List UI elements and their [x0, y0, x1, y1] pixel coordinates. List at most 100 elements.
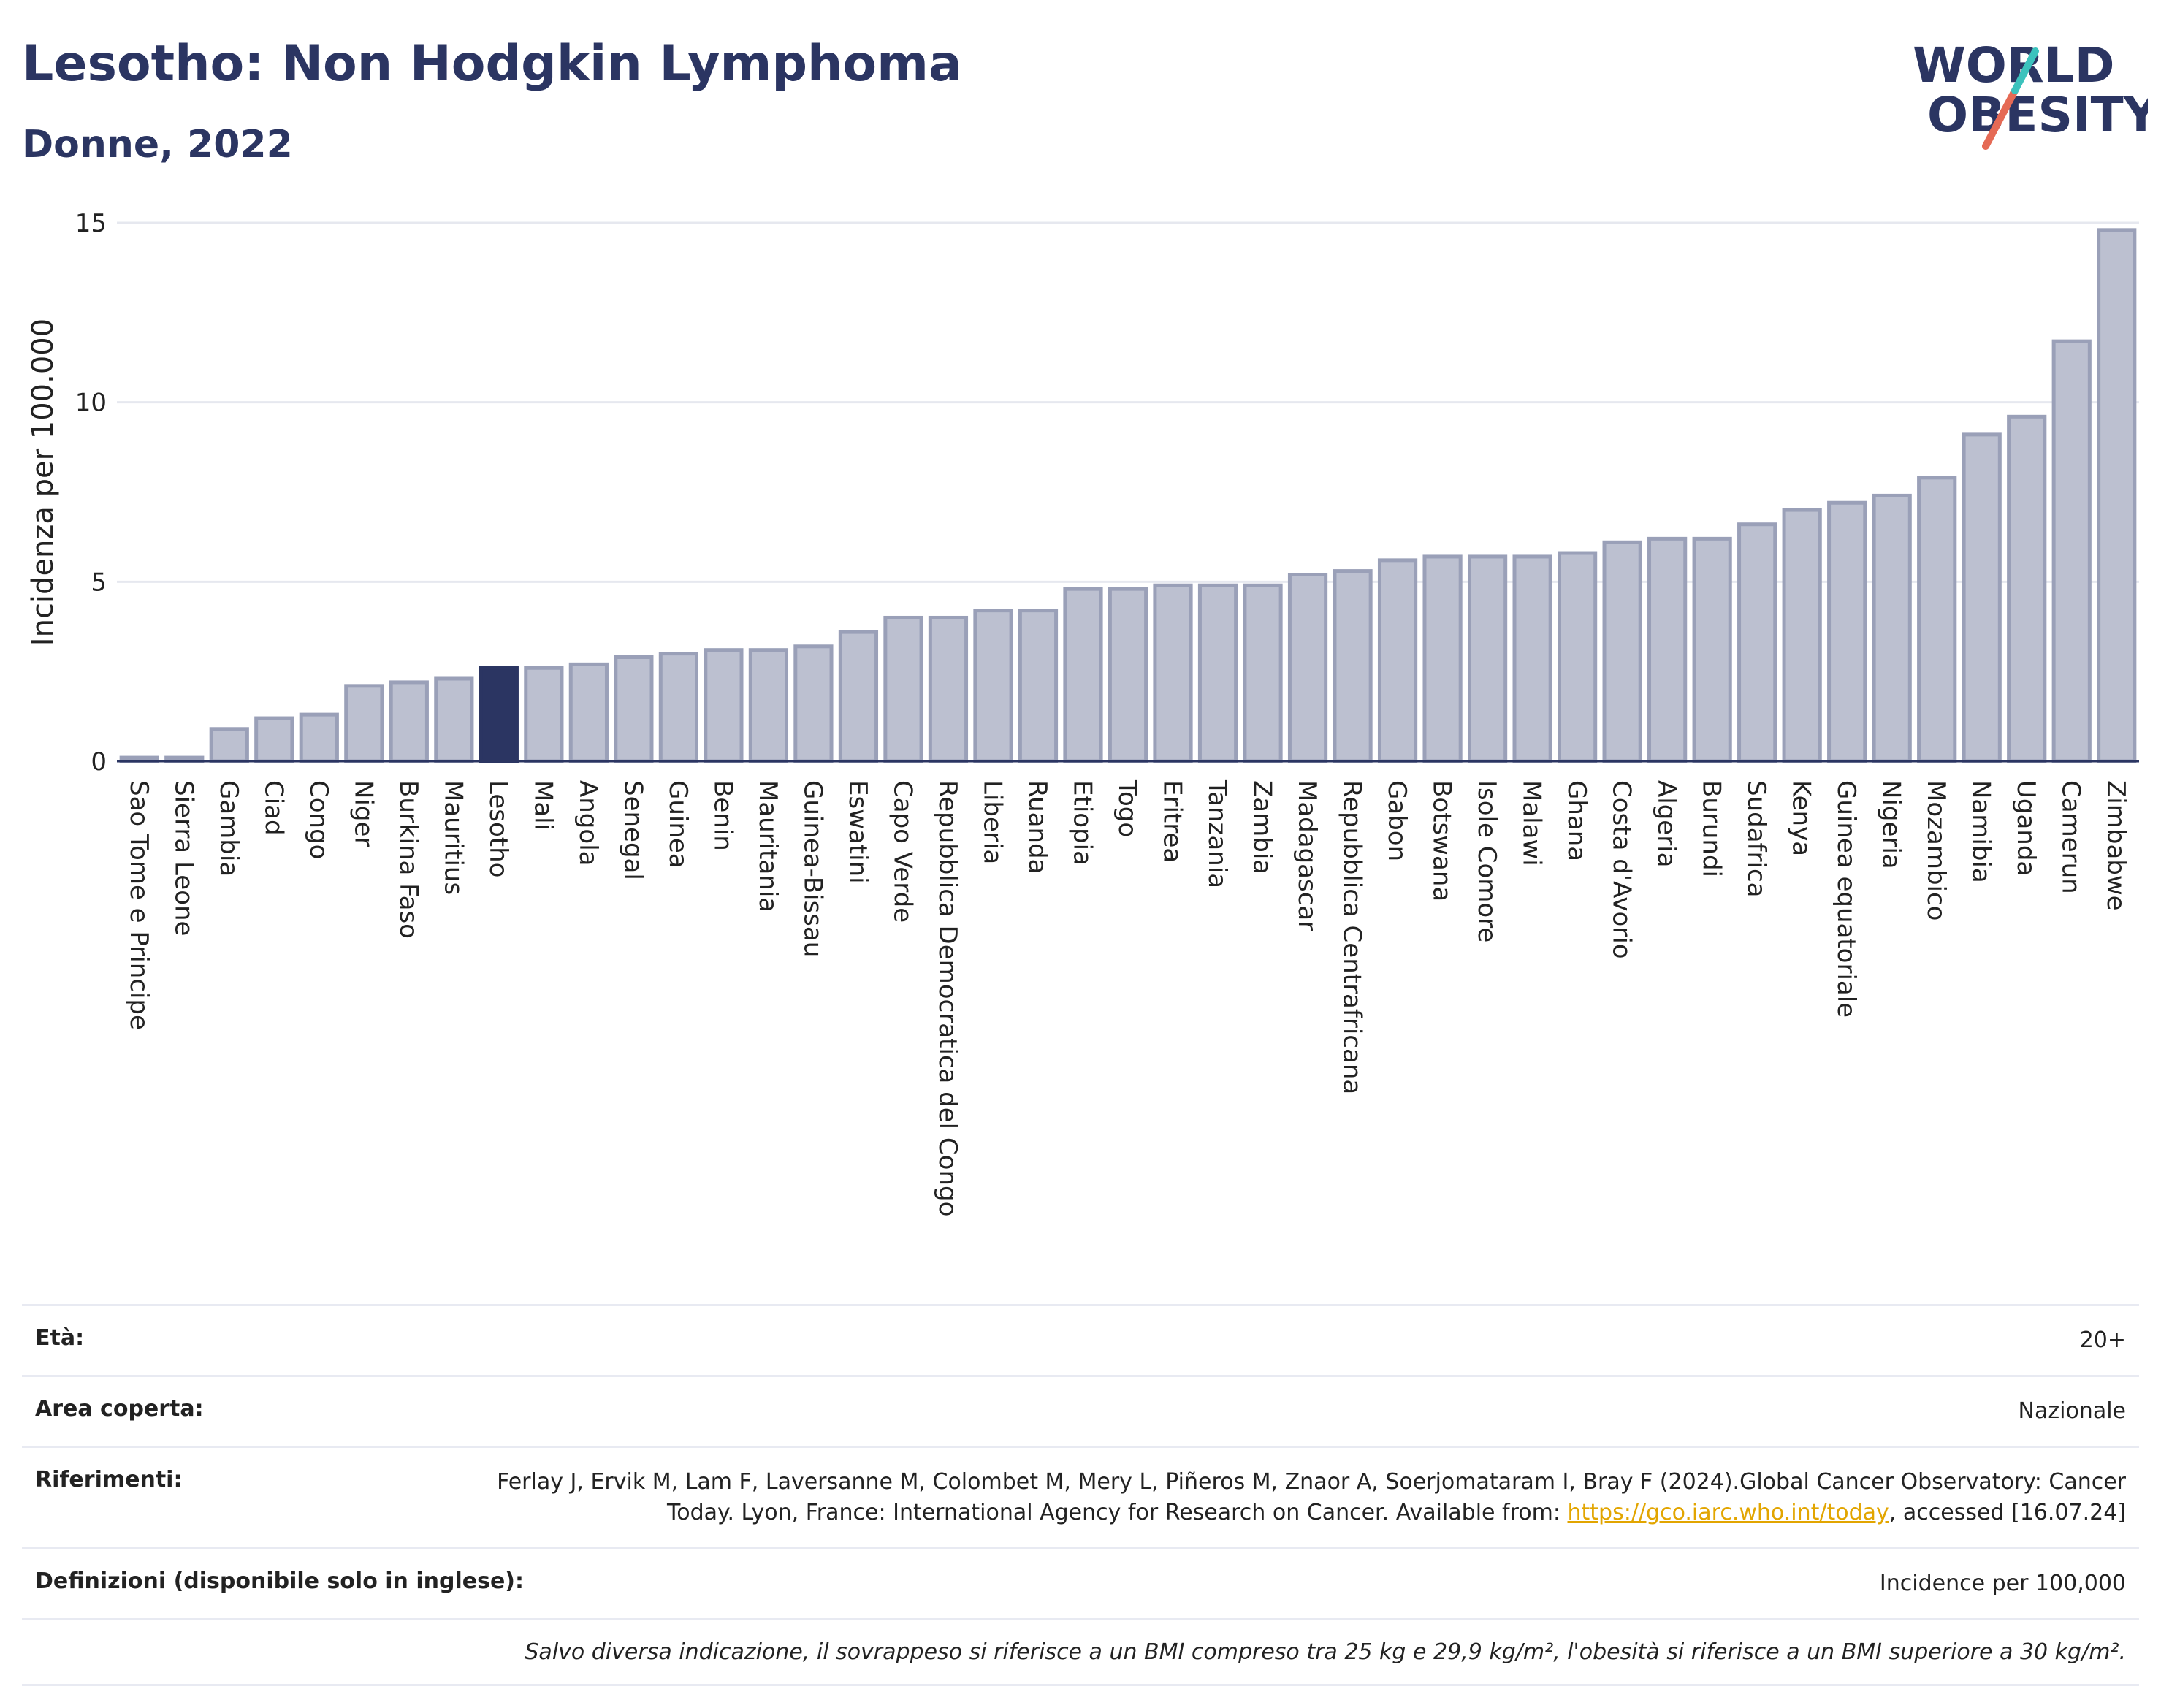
y-axis-label: Incidenza per 100.000	[26, 319, 60, 646]
bar-benin[interactable]	[704, 648, 744, 763]
x-tick-label: Etiopia	[1067, 780, 1097, 866]
y-tick-label: 0	[91, 747, 107, 777]
bar-algeria[interactable]	[1647, 536, 1688, 763]
bar-eritrea[interactable]	[1153, 583, 1193, 763]
bar-guinea-bissau[interactable]	[793, 644, 834, 763]
bar-burundi[interactable]	[1692, 536, 1732, 763]
bar-tanzania[interactable]	[1197, 583, 1238, 763]
bar-capo-verde[interactable]	[883, 615, 923, 763]
x-tick-label: Angola	[573, 780, 603, 866]
x-tick-label: Costa d'Avorio	[1607, 780, 1636, 959]
bar-malawi[interactable]	[1512, 554, 1552, 763]
info-row-age: Età: 20+	[22, 1304, 2139, 1375]
bar-botswana[interactable]	[1422, 554, 1463, 763]
age-value: 20+	[2079, 1327, 2126, 1353]
x-tick-label: Benin	[708, 780, 737, 851]
bar-repubblica-centrafricana[interactable]	[1333, 569, 1373, 763]
x-tick-label: Namibia	[1967, 780, 1996, 883]
x-tick-label: Algeria	[1652, 780, 1681, 867]
bar-senegal[interactable]	[614, 655, 654, 763]
bar-ciad[interactable]	[254, 716, 294, 763]
x-tick-label: Senegal	[618, 780, 647, 880]
bar-mauritania[interactable]	[748, 648, 789, 763]
area-value: Nazionale	[2018, 1398, 2126, 1424]
bar-liberia[interactable]	[973, 609, 1013, 763]
y-axis-ticks: 0 5 10 15	[75, 209, 107, 777]
x-axis-labels: Sao Tome e Principe Sierra Leone Gambia Cia…	[124, 779, 2130, 1216]
bar-nigeria[interactable]	[1872, 493, 1912, 763]
bar-lesotho[interactable]	[479, 666, 519, 763]
bar-sudafrica[interactable]	[1737, 522, 1777, 763]
bmi-note: Salvo diversa indicazione, il sovrappeso…	[525, 1639, 2126, 1665]
bar-guinea-equatoriale[interactable]	[1827, 500, 1867, 763]
x-tick-label: Capo Verde	[888, 780, 917, 923]
x-tick-label: Guinea-Bissau	[798, 780, 827, 957]
info-row-area: Area coperta: Nazionale	[22, 1375, 2139, 1446]
x-tick-label: Gabon	[1382, 780, 1411, 861]
info-row-definitions: Definizioni (disponibile solo in inglese…	[22, 1547, 2139, 1618]
x-tick-label: Sierra Leone	[169, 780, 198, 936]
x-tick-label: Eswatini	[843, 780, 872, 884]
definitions-value: Incidence per 100,000	[1879, 1571, 2126, 1596]
y-tick-label: 5	[91, 568, 107, 597]
bar-costa-d-avorio[interactable]	[1602, 540, 1642, 763]
page-title: Lesotho: Non Hodgkin Lymphoma	[22, 35, 962, 93]
x-tick-label: Ciad	[259, 780, 288, 836]
x-tick-label: Burundi	[1697, 780, 1726, 877]
info-table: Età: 20+ Area coperta: Nazionale Riferim…	[22, 1304, 2139, 1686]
x-tick-label: Malawi	[1517, 780, 1547, 866]
x-tick-label: Ghana	[1562, 780, 1591, 861]
x-tick-label: Guinea	[663, 780, 693, 869]
bar-gabon[interactable]	[1377, 558, 1418, 763]
bar-mozambico[interactable]	[1917, 476, 1957, 763]
logo-line1: WORLD	[1913, 37, 2115, 94]
references-link[interactable]: https://gco.iarc.who.int/today	[1567, 1500, 1889, 1525]
bar-niger[interactable]	[344, 684, 384, 763]
bar-namibia[interactable]	[1962, 432, 2002, 763]
y-tick-label: 15	[75, 209, 107, 238]
bar-congo[interactable]	[299, 712, 339, 763]
x-tick-label: Guinea equatoriale	[1832, 780, 1861, 1018]
logo-line2: OBESITY	[1927, 87, 2148, 143]
x-tick-label: Niger	[348, 780, 378, 847]
x-tick-label: Togo	[1113, 779, 1142, 837]
references-text: Ferlay J, Ervik M, Lam F, Laversanne M, …	[497, 1469, 2126, 1525]
bar-camerun[interactable]	[2051, 339, 2092, 763]
x-tick-label: Ruanda	[1023, 780, 1052, 874]
bar-zimbabwe[interactable]	[2097, 228, 2137, 763]
bar-isole-comore[interactable]	[1467, 554, 1508, 763]
x-tick-label: Mauritius	[438, 780, 468, 895]
x-tick-label: Liberia	[977, 780, 1007, 864]
bar-ghana[interactable]	[1558, 551, 1598, 763]
bar-gambia[interactable]	[209, 727, 249, 763]
info-row-references: Riferimenti: Ferlay J, Ervik M, Lam F, L…	[22, 1446, 2139, 1547]
bar-uganda[interactable]	[2007, 414, 2047, 763]
x-tick-label: Tanzania	[1203, 779, 1232, 888]
bar-guinea[interactable]	[658, 652, 698, 763]
bar-eswatini[interactable]	[838, 630, 879, 763]
bar-kenya[interactable]	[1782, 508, 1822, 763]
bar-repubblica-democratica-del-congo[interactable]	[928, 615, 969, 763]
definitions-label: Definizioni (disponibile solo in inglese…	[35, 1568, 524, 1594]
bar-angola[interactable]	[568, 662, 609, 763]
x-tick-label: Uganda	[2011, 780, 2040, 876]
x-tick-label: Isole Comore	[1472, 780, 1501, 942]
bar-togo[interactable]	[1108, 587, 1148, 763]
bar-mauritius[interactable]	[434, 676, 474, 763]
bar-ruanda[interactable]	[1018, 609, 1059, 763]
x-tick-label: Eritrea	[1158, 780, 1187, 863]
x-tick-label: Sudafrica	[1742, 780, 1771, 897]
x-tick-label: Burkina Faso	[394, 780, 423, 939]
x-tick-label: Sao Tome e Principe	[124, 780, 153, 1030]
bar-zambia[interactable]	[1243, 583, 1283, 763]
bar-madagascar[interactable]	[1287, 573, 1328, 763]
x-tick-label: Lesotho	[484, 780, 513, 877]
info-row-note: Salvo diversa indicazione, il sovrappeso…	[22, 1618, 2139, 1686]
bar-mali[interactable]	[524, 666, 564, 763]
x-tick-label: Camerun	[2057, 780, 2086, 894]
bar-burkina-faso[interactable]	[389, 680, 429, 763]
bar-etiopia[interactable]	[1063, 587, 1103, 763]
references-tail: , accessed [16.07.24]	[1889, 1500, 2126, 1525]
references-label: Riferimenti:	[35, 1467, 183, 1492]
x-tick-label: Zambia	[1248, 780, 1277, 874]
